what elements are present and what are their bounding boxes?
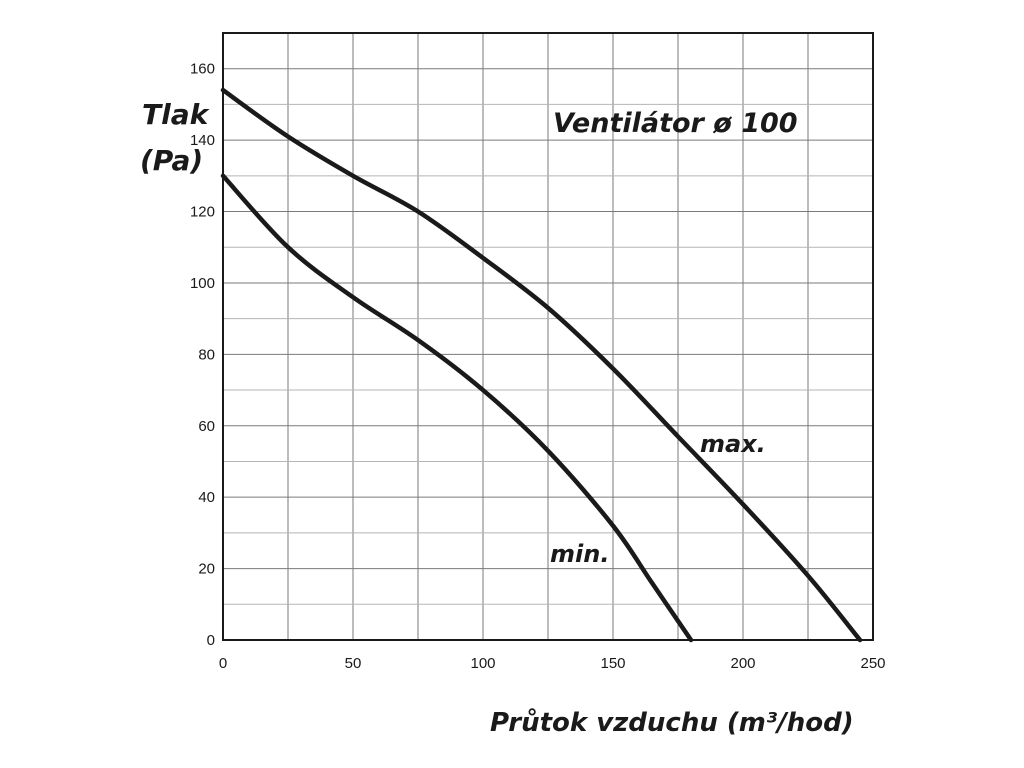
y-tick-label: 100 (190, 275, 215, 292)
series-line-max (220, 87, 863, 643)
y-tick-label: 80 (198, 346, 215, 363)
x-tick-label: 100 (470, 655, 495, 672)
y-tick-label: 140 (190, 132, 215, 149)
series-line-min (220, 173, 694, 643)
x-axis-label: Průtok vzduchu (m³/hod) (490, 707, 854, 738)
y-axis-label: Tlak (142, 98, 211, 131)
y-tick-label: 20 (198, 561, 215, 578)
x-tick-label: 200 (730, 655, 755, 672)
x-tick-label: 0 (219, 655, 227, 672)
x-tick-label: 50 (345, 655, 362, 672)
y-tick-label: 60 (198, 418, 215, 435)
y-tick-label: 40 (198, 489, 215, 506)
plot-frame (222, 32, 874, 641)
series-curves (220, 87, 863, 643)
x-tick-label: 250 (860, 655, 885, 672)
grid (223, 33, 873, 640)
y-axis-label-unit: (Pa) (140, 144, 203, 177)
y-tick-label: 0 (207, 632, 215, 649)
tick-labels: 0 50 100 150 200 250 0 20 40 60 80 100 120 140 160 (190, 61, 886, 672)
series-label-min: min. (550, 540, 609, 568)
y-tick-label: 160 (190, 61, 215, 78)
x-tick-label: 150 (600, 655, 625, 672)
y-tick-label: 120 (190, 204, 215, 221)
series-label-max: max. (700, 430, 766, 458)
chart-title: Ventilátor ø 100 (553, 108, 798, 139)
